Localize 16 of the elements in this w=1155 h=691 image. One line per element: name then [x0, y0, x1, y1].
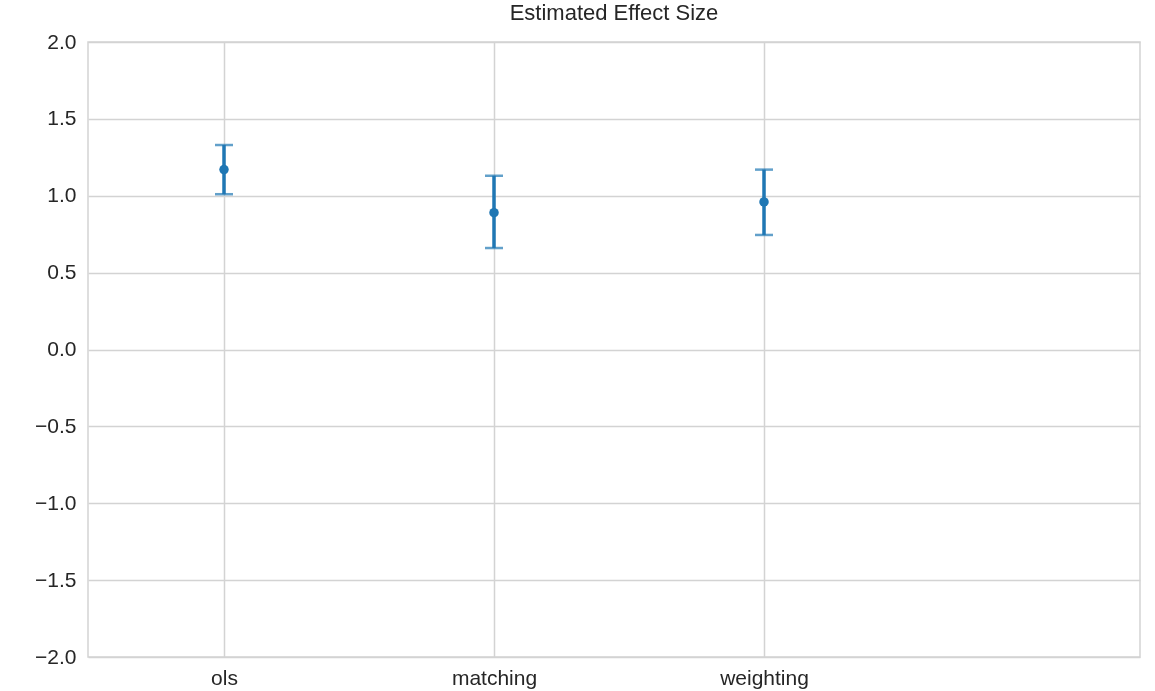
y-tick-label: −2.0: [35, 644, 77, 668]
x-tick-label: ols: [211, 665, 238, 689]
chart-title: Estimated Effect Size: [509, 0, 719, 25]
y-tick-label: 0.0: [47, 337, 77, 360]
x-tick-label: matching: [451, 665, 538, 689]
x-tick-label: weighting: [719, 665, 809, 689]
y-tick-label: 2.0: [47, 29, 77, 53]
y-tick-label: −1.5: [35, 567, 77, 591]
y-tick-label: −1.0: [35, 490, 77, 514]
y-tick-label: 1.0: [47, 183, 77, 207]
y-tick-label: 0.5: [47, 260, 77, 284]
y-tick-label: −0.5: [35, 413, 77, 437]
point: [219, 164, 229, 175]
point: [759, 197, 769, 207]
point: [489, 207, 499, 218]
y-tick-label: 1.5: [47, 106, 77, 130]
